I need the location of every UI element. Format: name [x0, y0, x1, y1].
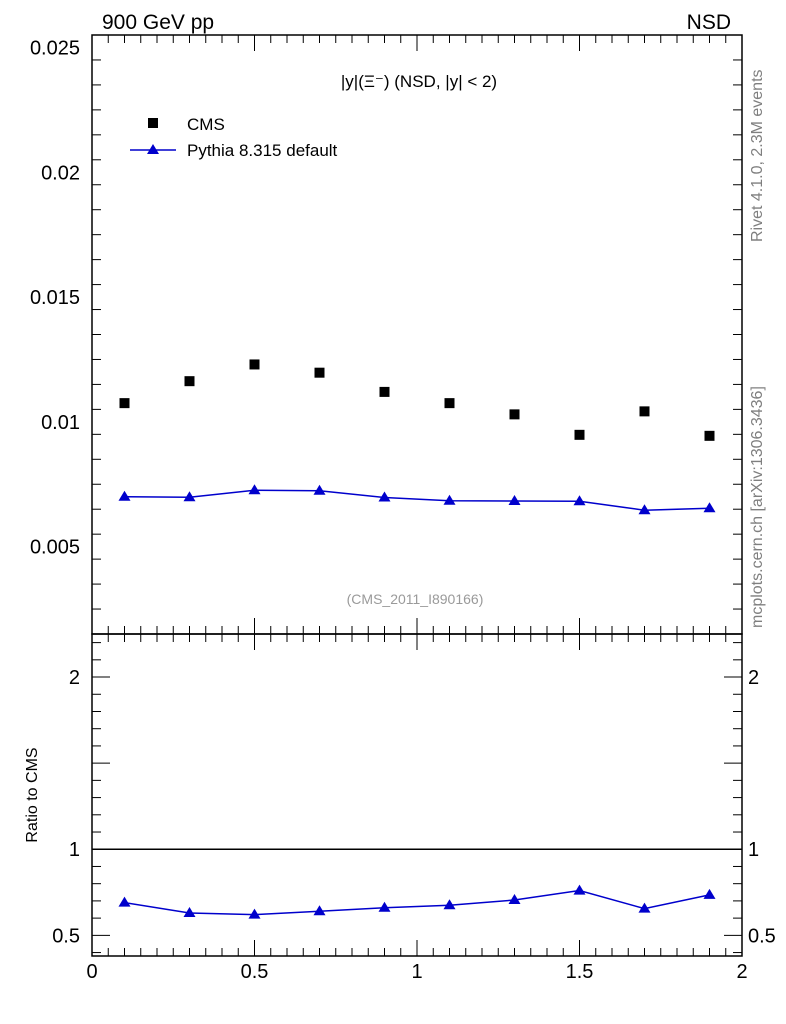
legend: CMS Pythia 8.315 default	[130, 115, 338, 160]
analysis-reference: (CMS_2011_I890166)	[347, 591, 484, 607]
main-title: |y|(Ξ⁻) (NSD, |y| < 2)	[341, 72, 497, 91]
cms-point	[509, 409, 520, 420]
ratio-x-tick-labels: 0 0.5 1 1.5 2	[86, 961, 747, 983]
ratio-y-tick-label-right: 2	[748, 667, 759, 689]
ratio-y-tick-label-left: 2	[69, 667, 80, 689]
x-tick-label: 0	[86, 961, 97, 983]
x-tick-label: 2	[736, 961, 747, 983]
header-right-label: NSD	[687, 11, 731, 34]
pythia-point	[183, 491, 196, 502]
cms-point	[444, 398, 455, 409]
pythia-point	[508, 494, 521, 505]
main-y-tick-label: 0.02	[41, 162, 80, 184]
ratio-point	[118, 896, 131, 907]
cms-point	[574, 429, 585, 440]
pythia-point	[703, 502, 716, 513]
ratio-series-line	[124, 889, 710, 916]
main-y-tick-label: 0.025	[30, 37, 80, 59]
ratio-point	[508, 894, 521, 905]
ratio-y-tick-label-right: 0.5	[748, 925, 776, 947]
header-left-label: 900 GeV pp	[102, 11, 214, 34]
ratio-axis-ticks	[91, 634, 743, 956]
ratio-point	[443, 899, 456, 910]
pythia-point	[573, 495, 586, 506]
pythia-point	[248, 484, 261, 495]
x-tick-label: 1.5	[566, 961, 594, 983]
legend-pythia-label: Pythia 8.315 default	[187, 141, 338, 160]
side-label-top: Rivet 4.1.0, 2.3M events	[749, 69, 766, 242]
cms-point	[249, 359, 260, 370]
side-label-bottom: mcplots.cern.ch [arXiv:1306.3436]	[749, 386, 766, 628]
main-y-tick-label: 0.015	[30, 287, 80, 309]
legend-cms-label: CMS	[187, 115, 225, 134]
ratio-y-tick-label-left: 0.5	[52, 925, 80, 947]
ratio-point	[183, 906, 196, 917]
x-tick-label: 1	[411, 961, 422, 983]
pythia-point	[443, 494, 456, 505]
pythia-point	[313, 484, 326, 495]
main-y-tick-label: 0.005	[30, 537, 80, 559]
ratio-point	[703, 888, 716, 899]
ratio-y-tick-label-left: 1	[69, 839, 80, 861]
pythia-point	[378, 491, 391, 502]
cms-point	[184, 376, 195, 387]
legend-cms-marker	[148, 118, 158, 128]
ratio-y-tick-label-right: 1	[748, 839, 759, 861]
cms-point	[119, 398, 130, 409]
pythia-point	[638, 504, 651, 515]
main-y-tick-label: 0.01	[41, 412, 80, 434]
ratio-series-layer	[118, 884, 716, 919]
cms-point	[639, 406, 650, 417]
ratio-point	[573, 884, 586, 895]
ratio-y-tick-labels: 0.5 0.5 1 1 2 2	[52, 667, 776, 947]
pythia-point	[118, 490, 131, 501]
ratio-point	[248, 908, 261, 919]
cms-point	[704, 430, 715, 441]
main-series-layer	[118, 359, 716, 515]
ratio-point	[378, 901, 391, 912]
x-tick-label: 0.5	[241, 961, 269, 983]
cms-point	[314, 367, 325, 378]
cms-point	[379, 386, 390, 397]
pythia-series-line	[124, 489, 710, 511]
ratio-point	[638, 902, 651, 913]
main-y-tick-labels: 0.005 0.01 0.015 0.02 0.025	[30, 37, 80, 558]
ratio-point	[313, 905, 326, 916]
legend-pythia-marker	[147, 144, 159, 154]
ratio-y-axis-label: Ratio to CMS	[24, 747, 41, 842]
